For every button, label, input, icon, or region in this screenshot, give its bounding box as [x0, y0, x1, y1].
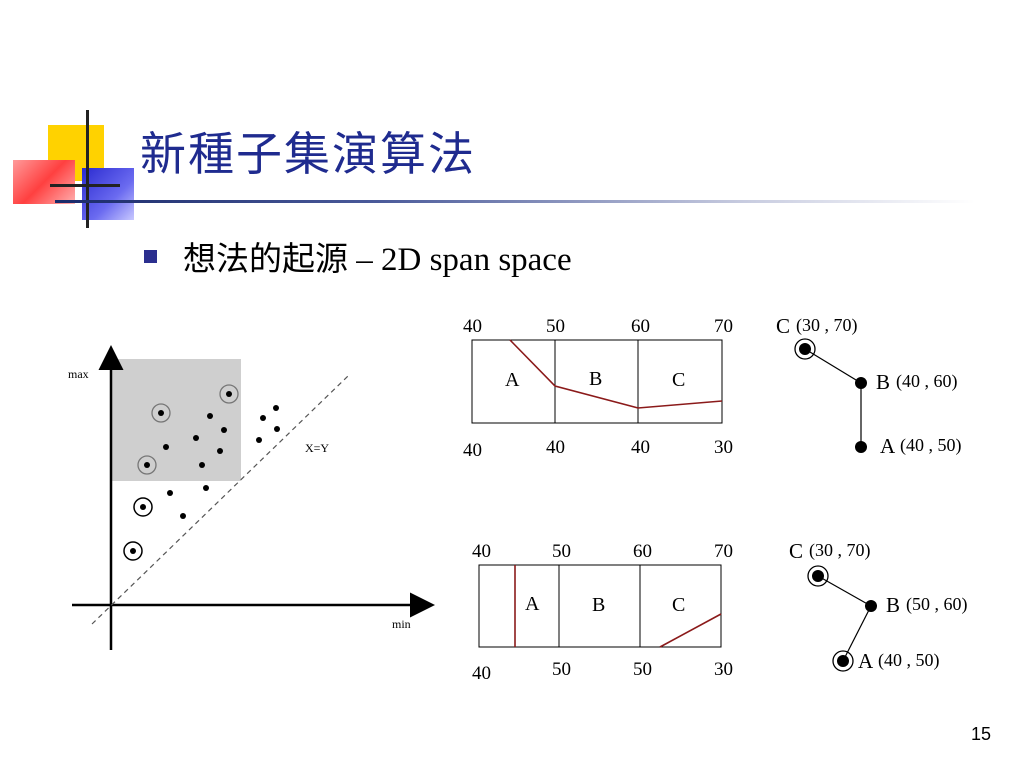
graph-node: [855, 441, 867, 453]
data-point: [199, 462, 205, 468]
top-value-label: 60: [631, 316, 650, 337]
node-label: C: [776, 314, 790, 338]
bottom-node-graph: C (30 , 70) B (50 , 60) A (40 , 50): [789, 539, 968, 673]
data-point: [274, 426, 280, 432]
cell-frame: [471, 339, 723, 424]
top-value-label: 50: [546, 316, 565, 337]
top-value-label: 70: [714, 316, 733, 337]
data-point: [273, 405, 279, 411]
node-label: A: [858, 649, 874, 673]
graph-node: [865, 600, 877, 612]
seed-point: [219, 384, 239, 404]
top-value-label: 40: [463, 316, 482, 337]
cell-label: C: [672, 594, 685, 616]
data-point: [207, 413, 213, 419]
node-coord: (30 , 70): [796, 315, 858, 336]
span-space-plot: max min X=Y: [68, 345, 435, 650]
graph-node: [855, 377, 867, 389]
top-value-label: 70: [714, 541, 733, 562]
node-coord: (50 , 60): [906, 594, 968, 615]
diagonal-line-label: X=Y: [305, 441, 329, 455]
cell-frame: [478, 564, 722, 648]
isocontour-curve: [659, 613, 722, 648]
data-point: [163, 444, 169, 450]
cell-label: A: [505, 369, 520, 391]
data-point: [167, 490, 173, 496]
graph-edge: [804, 348, 862, 384]
bottom-value-label: 50: [552, 659, 571, 680]
data-point: [260, 415, 266, 421]
y-axis-label: max: [68, 367, 89, 381]
cell-label: B: [589, 368, 602, 390]
data-point: [256, 437, 262, 443]
seed-node: [794, 338, 816, 360]
cell-label: A: [525, 593, 540, 615]
top-value-label: 50: [552, 541, 571, 562]
node-label: C: [789, 539, 803, 563]
isocontour-curve: [509, 339, 723, 409]
bullet-marker: [144, 250, 157, 263]
node-coord: (30 , 70): [809, 540, 871, 561]
cell-label: B: [592, 594, 605, 616]
seed-point: [133, 497, 153, 517]
node-label: B: [886, 593, 900, 617]
shaded-region: [112, 359, 241, 481]
cell-label: C: [672, 369, 685, 391]
data-point: [180, 513, 186, 519]
bullet-text: 想法的起源 – 2D span space: [183, 242, 572, 278]
x-axis-label: min: [392, 617, 411, 631]
top-cell-diagram: 40 50 60 70 A B C 40 40 40 30: [463, 316, 733, 461]
deco-vertical-line: [86, 110, 89, 228]
seed-node: [832, 650, 854, 672]
bottom-cell-diagram: 40 50 60 70 A B C 40 50 50 30: [472, 541, 733, 684]
title-rule: [55, 200, 975, 203]
seed-node: [807, 565, 829, 587]
bottom-value-label: 40: [463, 440, 482, 461]
seed-point: [123, 541, 143, 561]
graph-edge: [817, 575, 872, 607]
data-point: [193, 435, 199, 441]
bottom-value-label: 50: [633, 659, 652, 680]
bottom-value-label: 30: [714, 659, 733, 680]
bottom-value-label: 40: [546, 437, 565, 458]
node-coord: (40 , 60): [896, 371, 958, 392]
deco-red-square: [13, 160, 75, 204]
x-equals-y-line: [91, 375, 349, 625]
deco-horizontal-line: [50, 184, 120, 187]
node-label: A: [880, 434, 896, 458]
data-point: [221, 427, 227, 433]
deco-blue-square: [82, 168, 134, 220]
node-label: B: [876, 370, 890, 394]
page-number: 15: [970, 724, 991, 744]
top-value-label: 60: [633, 541, 652, 562]
bottom-value-label: 40: [631, 437, 650, 458]
seed-point: [151, 403, 171, 423]
bottom-value-label: 40: [472, 663, 491, 684]
slide-title: 新種子集演算法: [140, 127, 476, 181]
top-value-label: 40: [472, 541, 491, 562]
data-point: [203, 485, 209, 491]
bottom-value-label: 30: [714, 437, 733, 458]
top-node-graph: C (30 , 70) B (40 , 60) A (40 , 50): [776, 314, 962, 458]
data-point: [217, 448, 223, 454]
node-coord: (40 , 50): [878, 650, 940, 671]
node-coord: (40 , 50): [900, 435, 962, 456]
seed-point: [137, 455, 157, 475]
